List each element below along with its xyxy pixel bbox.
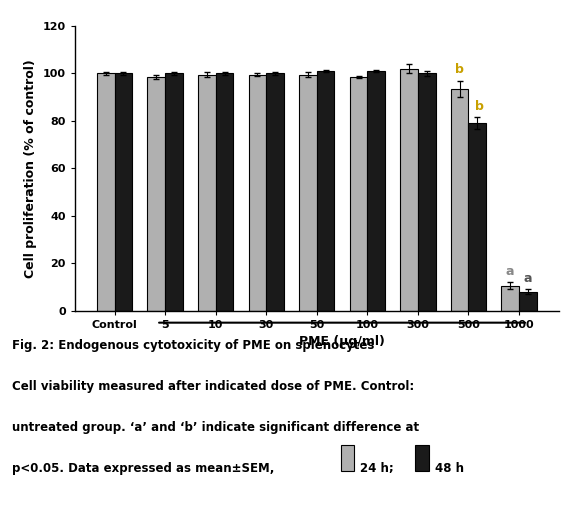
Text: Cell viability measured after indicated dose of PME. Control:: Cell viability measured after indicated …: [12, 380, 414, 393]
Bar: [299, 75, 317, 311]
Bar: [115, 74, 132, 311]
Bar: [468, 123, 486, 311]
Text: untreated group. ‘a’ and ‘b’ indicate significant difference at: untreated group. ‘a’ and ‘b’ indicate si…: [12, 421, 419, 434]
Bar: [415, 445, 429, 471]
Text: a: a: [506, 265, 514, 278]
Bar: [418, 74, 435, 311]
Bar: [501, 286, 519, 311]
Text: b: b: [455, 63, 464, 76]
Bar: [266, 74, 284, 311]
Bar: [97, 74, 115, 311]
Text: 48 h: 48 h: [434, 462, 464, 475]
Bar: [350, 77, 367, 311]
Bar: [215, 74, 233, 311]
Bar: [367, 71, 385, 311]
Bar: [147, 77, 165, 311]
Bar: [249, 75, 266, 311]
Bar: [519, 292, 537, 311]
Text: p<0.05. Data expressed as mean±SEM,: p<0.05. Data expressed as mean±SEM,: [12, 462, 274, 475]
Text: b: b: [475, 99, 484, 112]
Text: 24 h;: 24 h;: [360, 462, 393, 475]
Text: PME (μg/ml): PME (μg/ml): [299, 335, 385, 348]
Bar: [317, 71, 335, 311]
Bar: [198, 75, 215, 311]
Bar: [400, 68, 418, 311]
Bar: [451, 89, 468, 311]
Y-axis label: Cell proliferation (% of control): Cell proliferation (% of control): [24, 59, 37, 278]
Text: a: a: [524, 271, 532, 285]
Bar: [165, 74, 183, 311]
Bar: [340, 445, 354, 471]
Text: Fig. 2: Endogenous cytotoxicity of PME on splenocytes: Fig. 2: Endogenous cytotoxicity of PME o…: [12, 339, 374, 352]
